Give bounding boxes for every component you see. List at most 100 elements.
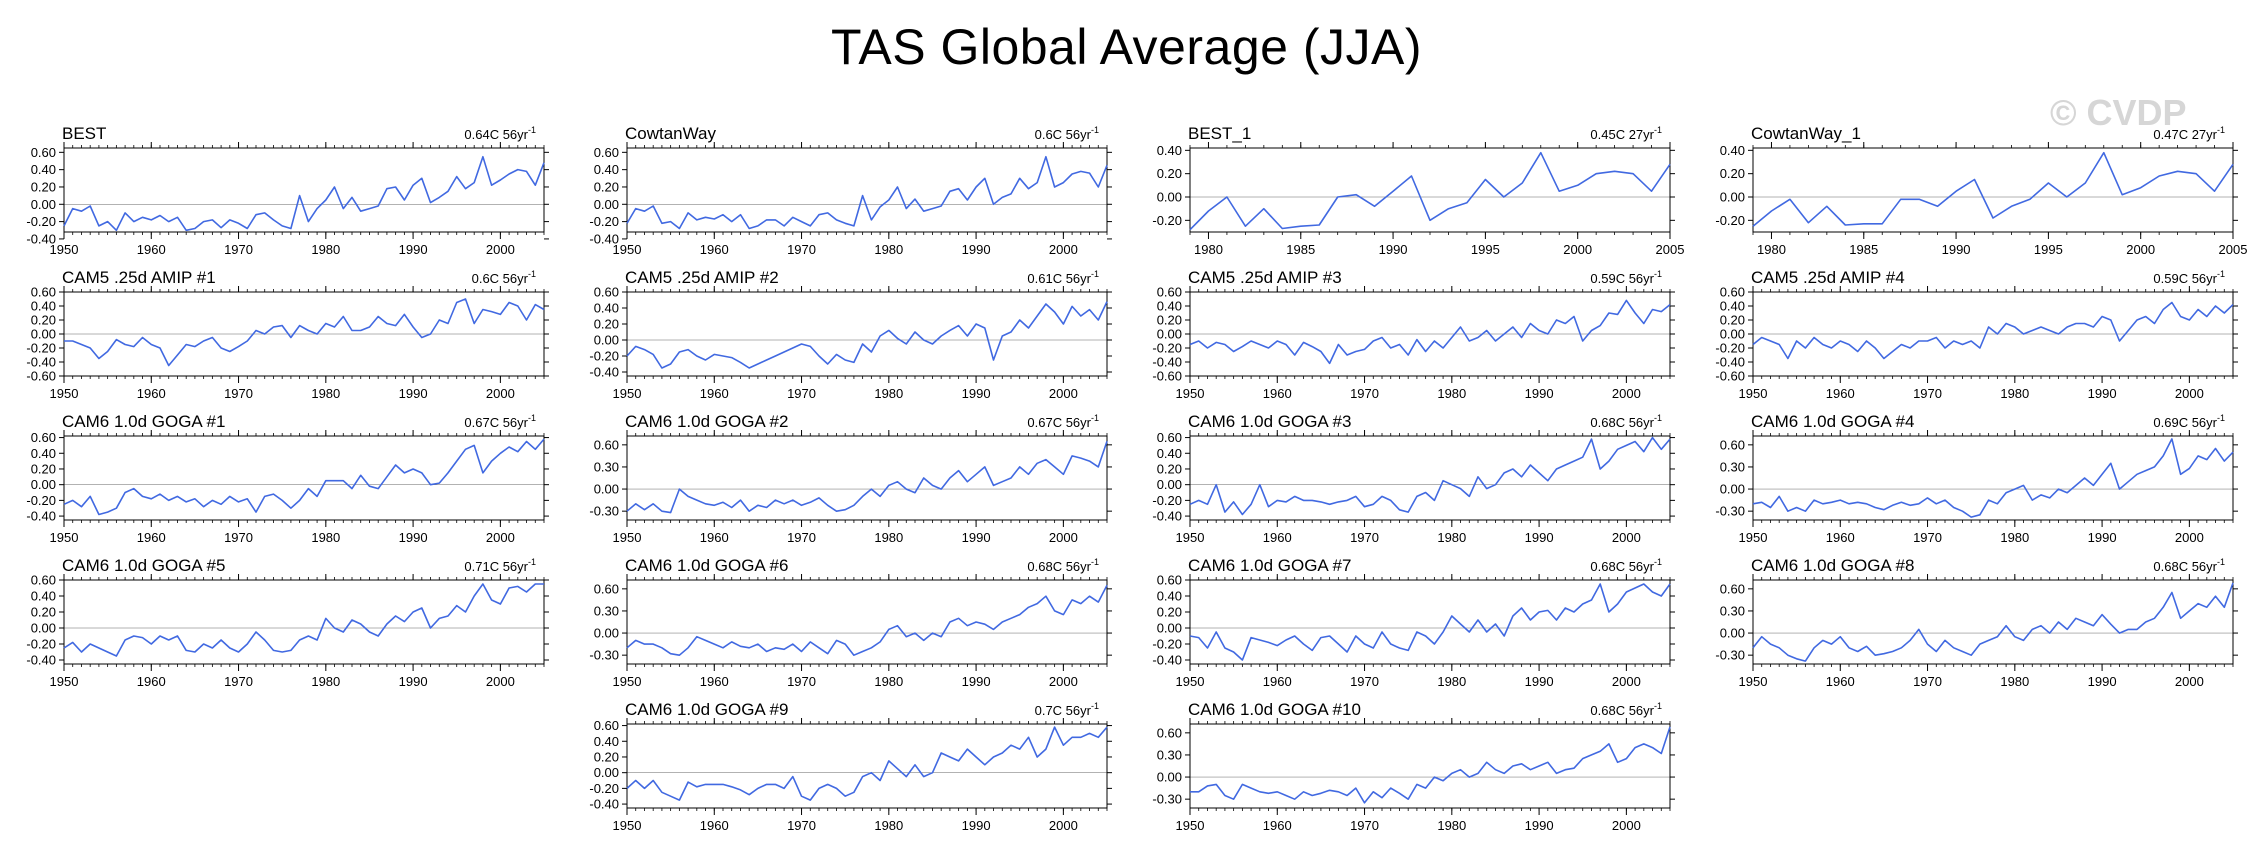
panel-frame [63, 147, 545, 233]
y-tick-label: 0.00 [1720, 626, 1745, 641]
y-tick-label: -0.30 [589, 504, 619, 519]
x-tick-label: 1970 [1350, 386, 1379, 401]
x-tick-label: 1960 [1826, 386, 1855, 401]
y-tick-label: -0.30 [1715, 504, 1745, 519]
y-tick-label: 0.60 [1720, 285, 1745, 300]
y-tick-label: 0.60 [31, 430, 56, 445]
panel-title: BEST_1 [1188, 124, 1251, 143]
trend-label: 0.45C 27yr-1 [1590, 125, 1662, 142]
x-tick-label: 1950 [613, 818, 642, 833]
panel-title: CowtanWay_1 [1751, 124, 1861, 143]
y-tick-label: -0.20 [1152, 637, 1182, 652]
y-tick-label: 0.30 [594, 603, 619, 618]
x-tick-label: 1960 [137, 386, 166, 401]
x-tick-label: 1970 [224, 530, 253, 545]
y-tick-label: 0.00 [594, 197, 619, 212]
x-tick-label: 1990 [2088, 674, 2117, 689]
x-tick-label: 1990 [2088, 386, 2117, 401]
y-tick-label: 0.40 [1720, 143, 1745, 158]
trend-label: 0.67C 56yr-1 [1027, 413, 1099, 430]
panel-title: CAM6 1.0d GOGA #4 [1751, 412, 1914, 431]
panel-frame [63, 435, 545, 521]
panel-title: CAM5 .25d AMIP #4 [1751, 268, 1905, 287]
x-tick-label: 1990 [2088, 530, 2117, 545]
x-tick-label: 2000 [1612, 386, 1641, 401]
y-tick-label: 0.40 [1157, 589, 1182, 604]
y-tick-label: -0.20 [1715, 341, 1745, 356]
x-tick-label: 1950 [613, 530, 642, 545]
trend-label: 0.7C 56yr-1 [1035, 701, 1099, 718]
y-tick-label: 0.60 [594, 718, 619, 733]
chart-panel: 0.60 0.30 0.00 -0.30 1950 1960 1970 1980 1990 200… [1715, 412, 2238, 545]
y-tick-label: 0.20 [31, 461, 56, 476]
x-tick-label: 1970 [1350, 530, 1379, 545]
x-tick-label: 1990 [1942, 242, 1971, 257]
series-line [64, 298, 545, 367]
y-tick-label: 0.20 [1157, 605, 1182, 620]
y-tick-label: 0.60 [1157, 573, 1182, 588]
y-tick-label: 0.00 [31, 621, 56, 636]
y-tick-label: 0.60 [31, 285, 56, 300]
x-tick-label: 1985 [1849, 242, 1878, 257]
y-tick-label: 0.60 [594, 581, 619, 596]
series-line [1189, 436, 1671, 516]
panel-title: CAM6 1.0d GOGA #9 [625, 700, 788, 719]
x-tick-label: 1950 [50, 530, 79, 545]
y-tick-label: 0.30 [594, 459, 619, 474]
y-tick-label: -0.20 [1152, 341, 1182, 356]
y-tick-label: 0.00 [594, 765, 619, 780]
panel-title: CAM6 1.0d GOGA #10 [1188, 700, 1361, 719]
series-line [63, 438, 545, 516]
y-tick-label: -0.40 [1152, 653, 1182, 668]
series-line [1189, 151, 1671, 231]
x-tick-label: 1950 [1739, 386, 1768, 401]
y-tick-label: 0.20 [1157, 461, 1182, 476]
trend-label: 0.67C 56yr-1 [464, 413, 536, 430]
panel-title: CAM6 1.0d GOGA #7 [1188, 556, 1351, 575]
chart-panel: 0.600.400.200.00-0.20-0.40-0.60 1950 1960 1… [26, 268, 549, 401]
y-tick-label: 0.60 [1720, 581, 1745, 596]
y-tick-label: 0.00 [31, 327, 56, 342]
x-tick-label: 1950 [1176, 674, 1205, 689]
x-tick-label: 1950 [1739, 674, 1768, 689]
y-tick-label: 0.00 [594, 626, 619, 641]
x-tick-label: 1970 [1913, 674, 1942, 689]
x-tick-label: 1960 [700, 674, 729, 689]
y-tick-label: 0.40 [594, 162, 619, 177]
x-tick-label: 2000 [2175, 386, 2204, 401]
x-tick-label: 1950 [613, 674, 642, 689]
y-tick-label: 0.40 [31, 299, 56, 314]
panel-title: BEST [62, 124, 106, 143]
y-tick-label: -0.40 [1715, 355, 1745, 370]
trend-label: 0.68C 56yr-1 [1590, 557, 1662, 574]
x-tick-label: 2000 [1049, 386, 1078, 401]
y-tick-label: 0.00 [594, 333, 619, 348]
x-tick-label: 1990 [1525, 386, 1554, 401]
y-tick-label: 0.00 [1720, 327, 1745, 342]
y-tick-label: -0.30 [589, 648, 619, 663]
trend-label: 0.68C 56yr-1 [2153, 557, 2225, 574]
x-tick-label: 1980 [874, 818, 903, 833]
x-tick-label: 1960 [700, 530, 729, 545]
x-tick-label: 1960 [1263, 530, 1292, 545]
chart-panel: 0.600.400.200.00-0.20-0.40 1950 1960 1970 19… [26, 412, 549, 545]
panel-title: CAM6 1.0d GOGA #1 [62, 412, 225, 431]
panel-frame [1752, 579, 2234, 665]
trend-label: 0.59C 56yr-1 [1590, 269, 1662, 286]
y-tick-label: 0.60 [1157, 725, 1182, 740]
x-tick-label: 1960 [1826, 674, 1855, 689]
y-tick-label: 0.00 [594, 482, 619, 497]
x-tick-label: 2000 [1049, 818, 1078, 833]
y-tick-label: -0.30 [1715, 648, 1745, 663]
y-tick-label: 0.60 [1157, 430, 1182, 445]
x-tick-label: 1970 [787, 818, 816, 833]
x-tick-label: 1995 [2034, 242, 2063, 257]
x-tick-label: 1960 [700, 242, 729, 257]
trend-label: 0.64C 56yr-1 [464, 125, 536, 142]
x-tick-label: 1985 [1286, 242, 1315, 257]
x-tick-label: 1980 [1194, 242, 1223, 257]
series-line [626, 440, 1108, 514]
x-tick-label: 1990 [399, 386, 428, 401]
y-tick-label: -0.20 [26, 214, 56, 229]
